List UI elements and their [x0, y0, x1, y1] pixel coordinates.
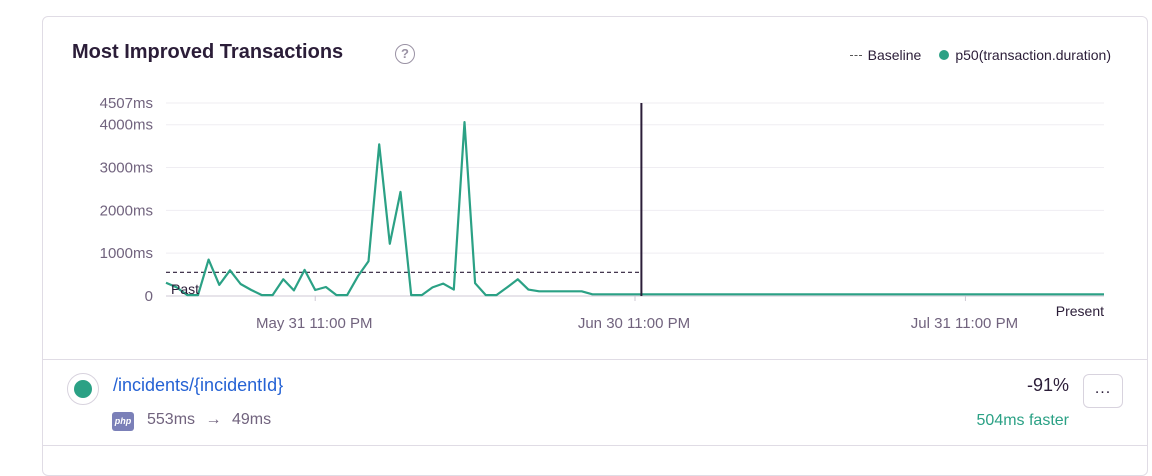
php-platform-icon: php — [112, 412, 134, 431]
present-label: Present — [1056, 303, 1104, 319]
duration-change: 553ms → 49ms — [147, 411, 271, 429]
question-icon[interactable]: ? — [395, 44, 415, 64]
y-tick-label: 2000ms — [100, 202, 153, 219]
delta-text: 504ms faster — [976, 412, 1069, 429]
status-dot-icon — [74, 380, 92, 398]
chart-legend: Baseline p50(transaction.duration) — [849, 47, 1111, 63]
duration-after: 49ms — [231, 411, 272, 428]
y-tick-label: 4507ms — [100, 95, 153, 112]
legend-series[interactable]: p50(transaction.duration) — [955, 47, 1111, 63]
series-line — [165, 120, 1104, 297]
y-tick-label: 4000ms — [100, 117, 153, 134]
bottom-divider — [43, 445, 1147, 446]
dashed-line-icon — [849, 54, 862, 56]
duration-chart[interactable]: 0 1000ms 2000ms 3000ms 4000ms 4507ms May 31 11… — [43, 17, 1147, 337]
y-tick-label: 1000ms — [100, 245, 153, 262]
x-tick-label: May 31 11:00 PM — [256, 315, 372, 332]
most-improved-panel: Most Improved Transactions ? Baseline p5… — [42, 16, 1148, 476]
panel-title: Most Improved Transactions — [72, 41, 344, 63]
percent-change: -91% — [1026, 375, 1069, 395]
arrow-right-icon: → — [205, 411, 222, 428]
legend-series-dot-icon — [939, 50, 950, 60]
transaction-status-indicator — [67, 373, 99, 405]
row-divider — [43, 359, 1147, 360]
past-label: Past — [171, 281, 199, 297]
y-tick-label: 3000ms — [100, 160, 153, 177]
y-tick-label: 0 — [145, 288, 153, 305]
legend-baseline[interactable]: Baseline — [867, 47, 922, 63]
more-actions-button[interactable]: ... — [1083, 374, 1123, 408]
duration-before: 553ms — [147, 411, 196, 428]
transaction-link[interactable]: /incidents/{incidentId} — [113, 375, 284, 395]
x-tick-label: Jun 30 11:00 PM — [578, 315, 690, 332]
x-tick-label: Jul 31 11:00 PM — [911, 315, 1018, 332]
